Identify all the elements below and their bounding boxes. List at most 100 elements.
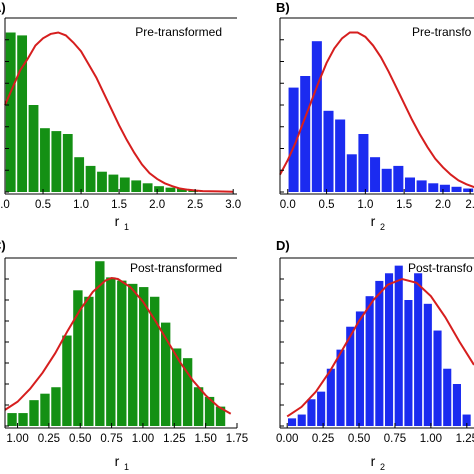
- x-axis-label-subscript: 1: [124, 462, 129, 472]
- x-tick-label: 0.25: [38, 433, 60, 445]
- fit-curve: [286, 277, 474, 418]
- histogram-bar: [150, 296, 160, 426]
- histogram-bar: [365, 296, 374, 426]
- histogram-bar: [51, 387, 61, 426]
- histogram-bar: [5, 32, 16, 192]
- x-tick-label: 2.: [465, 199, 474, 211]
- histogram-bar: [128, 283, 138, 426]
- histogram-bar: [287, 418, 297, 426]
- x-tick-label: 1.00: [420, 433, 442, 445]
- histogram-bar: [381, 168, 392, 192]
- histogram-bar: [160, 322, 171, 426]
- x-tick-label: 0.00: [276, 433, 298, 445]
- histogram-bar: [433, 330, 442, 426]
- panel-title: Post-transfo: [408, 261, 473, 275]
- x-tick-label: 1.25: [456, 433, 474, 445]
- histogram-bar: [307, 399, 316, 426]
- x-tick-label: 0.75: [384, 433, 406, 445]
- histogram-bar: [335, 119, 346, 192]
- x-tick-label: 1.00: [132, 433, 154, 445]
- panel-title: Post-transformed: [130, 261, 222, 275]
- histogram-bar: [7, 413, 17, 426]
- x-tick-label: 1.5: [111, 199, 127, 211]
- histogram-bar: [182, 358, 193, 426]
- histogram-bar: [97, 171, 107, 192]
- x-tick-label: 0.0: [280, 199, 296, 211]
- histogram-bar: [317, 391, 326, 426]
- histogram-bar: [108, 174, 119, 192]
- histogram-bar: [346, 154, 357, 192]
- panel-d: 0.00 0.25 0.50 0.75 1.00 1.25 D) Post-transfo r2: [276, 238, 474, 472]
- histogram-bar: [73, 290, 83, 426]
- histogram-bar: [40, 128, 50, 192]
- histogram-bar: [462, 414, 471, 426]
- x-tick-label: 1.0: [73, 199, 89, 211]
- histogram-bar: [176, 188, 187, 192]
- histogram-bar: [84, 296, 94, 426]
- histogram-bar: [463, 188, 474, 192]
- histogram-bar: [439, 184, 450, 192]
- x-axis-label: r: [115, 453, 120, 469]
- histogram-bar: [62, 335, 72, 426]
- histogram-bar: [29, 400, 39, 426]
- histogram-bar: [384, 273, 394, 426]
- histogram-bar: [323, 110, 334, 192]
- histogram-bar: [165, 187, 176, 192]
- panel-letter: C): [0, 238, 6, 253]
- histogram-bar: [423, 303, 432, 426]
- x-tick-label: 1.50: [194, 433, 216, 445]
- histogram-bar: [106, 277, 116, 426]
- panel-a: .0 0.5 1.0 1.5 2.0 2.5 3.0 A) Pre-transformed r1: [0, 0, 241, 232]
- panel-title: Pre-transfo: [412, 25, 472, 39]
- histogram-bar: [414, 273, 423, 426]
- histogram-bar: [346, 326, 355, 426]
- x-tick-label: 0.25: [312, 433, 334, 445]
- x-axis-label: r: [115, 213, 120, 229]
- x-axis-label-subscript: 2: [380, 462, 385, 472]
- histogram-bar: [51, 131, 62, 192]
- x-axis-label: r: [371, 453, 376, 469]
- histogram-bar: [428, 183, 439, 192]
- panel-title: Pre-transformed: [135, 25, 222, 39]
- histogram-bar: [95, 261, 105, 426]
- histogram-bar: [154, 186, 164, 192]
- x-tick-label: 1.25: [163, 433, 185, 445]
- x-tick-label: 0.5: [319, 199, 335, 211]
- histogram-bar: [443, 368, 452, 426]
- histogram-bar: [117, 280, 127, 426]
- histogram-bar: [18, 413, 28, 426]
- panel-c: 1.00 0.25 0.50 0.75 1.00 1.25 1.50 1.75 C) Post-t…: [0, 238, 248, 472]
- x-tick-label: 0.75: [100, 433, 122, 445]
- histogram-bar: [393, 165, 404, 192]
- histogram-bar: [62, 134, 73, 192]
- histogram-bar: [311, 41, 322, 193]
- x-tick-label: 0.50: [348, 433, 370, 445]
- x-tick-label: 3.0: [225, 199, 241, 211]
- x-tick-label: 1.75: [226, 433, 248, 445]
- histogram-bar: [358, 134, 369, 192]
- x-axis-label-subscript: 1: [124, 222, 129, 232]
- histogram-bar: [451, 186, 462, 192]
- histogram-bar: [326, 368, 335, 426]
- x-tick-label: 0.5: [35, 199, 51, 211]
- histogram-bar: [336, 349, 345, 426]
- histogram-bar: [193, 387, 204, 426]
- fit-curve: [4, 31, 234, 193]
- fit-curve: [4, 276, 232, 415]
- histogram-bar: [139, 287, 149, 426]
- histogram-bar: [404, 300, 413, 426]
- histogram-bar: [171, 348, 182, 426]
- x-tick-label: 1.5: [396, 199, 412, 211]
- histogram-bar: [28, 105, 39, 192]
- x-tick-label: 2.0: [435, 199, 451, 211]
- x-tick-label: 1.0: [357, 199, 373, 211]
- histogram-bar: [85, 165, 96, 192]
- fit-curve: [279, 31, 474, 189]
- histogram-bar: [74, 157, 85, 192]
- histogram-bar: [204, 396, 215, 426]
- x-tick-label: 0.50: [69, 433, 91, 445]
- histogram-bar: [404, 177, 415, 192]
- histogram-bar: [375, 280, 384, 426]
- x-tick-label: 2.0: [149, 199, 165, 211]
